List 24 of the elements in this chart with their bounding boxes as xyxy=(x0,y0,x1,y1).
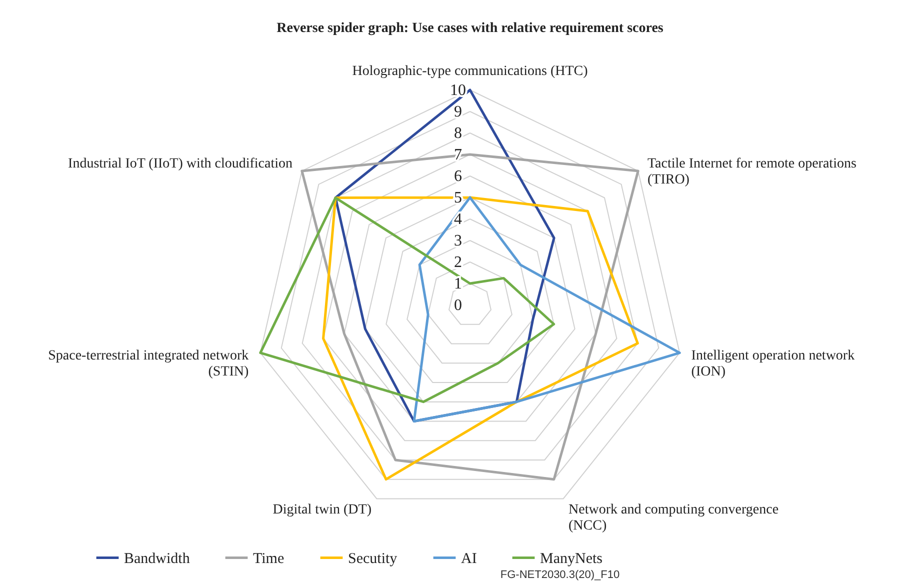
y-tick-label: 6 xyxy=(454,168,462,185)
chart-title: Reverse spider graph: Use cases with relative requirement scores xyxy=(276,21,664,36)
y-tick-label: 9 xyxy=(454,104,462,120)
y-tick-label: 1 xyxy=(454,276,462,292)
spoke-label: Digital twin (DT) xyxy=(272,502,372,518)
legend-label: Secutity xyxy=(348,550,398,567)
spoke-label: Network and computing convergence (NCC) xyxy=(568,502,779,534)
y-tick-label: 2 xyxy=(454,254,462,271)
legend-label: Time xyxy=(253,550,284,567)
legend-label: ManyNets xyxy=(540,550,603,567)
spoke-label: Industrial IoT (IIoT) with cloudification xyxy=(68,156,293,172)
legend-label: AI xyxy=(461,550,477,567)
legend-label: Bandwidth xyxy=(124,550,190,567)
spoke-label: Holographic-type communications (HTC) xyxy=(352,64,588,79)
y-tick-label: 4 xyxy=(454,211,462,228)
spoke-label: Space-terrestrial integrated network (STIN) xyxy=(48,348,250,380)
spoke-label: Intelligent operation network (ION) xyxy=(691,348,855,380)
text: FG-NET2030.3(20)_F10 xyxy=(500,569,620,581)
y-tick-label: 7 xyxy=(454,146,462,164)
y-tick-label: 8 xyxy=(454,125,462,142)
y-tick-label: 3 xyxy=(454,232,462,250)
y-tick-label: 0 xyxy=(454,297,462,314)
y-tick-label: 10 xyxy=(450,82,466,99)
spoke-label: Tactile Internet for remote operations (TIRO) xyxy=(647,156,856,188)
